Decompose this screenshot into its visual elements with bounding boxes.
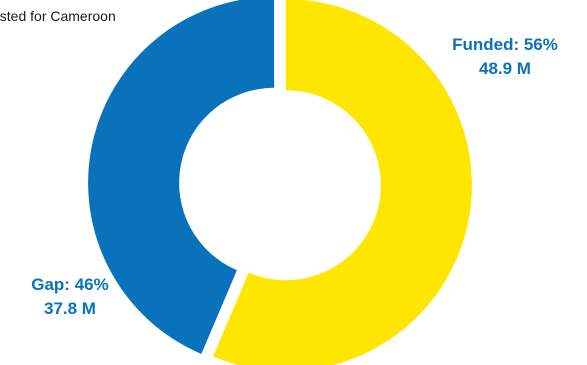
donut-slice-funded [213,0,472,365]
funded-percent-label: Funded: 56% [452,35,558,54]
chart-caption: ested for Cameroon [0,8,116,24]
donut-slice-gap [88,0,275,354]
gap-percent-label: Gap: 46% [31,275,109,294]
gap-slice-label: Gap: 46% 37.8 M [0,273,140,321]
gap-amount-label: 37.8 M [44,299,96,318]
funded-amount-label: 48.9 M [479,59,531,78]
funded-slice-label: Funded: 56% 48.9 M [430,33,580,81]
